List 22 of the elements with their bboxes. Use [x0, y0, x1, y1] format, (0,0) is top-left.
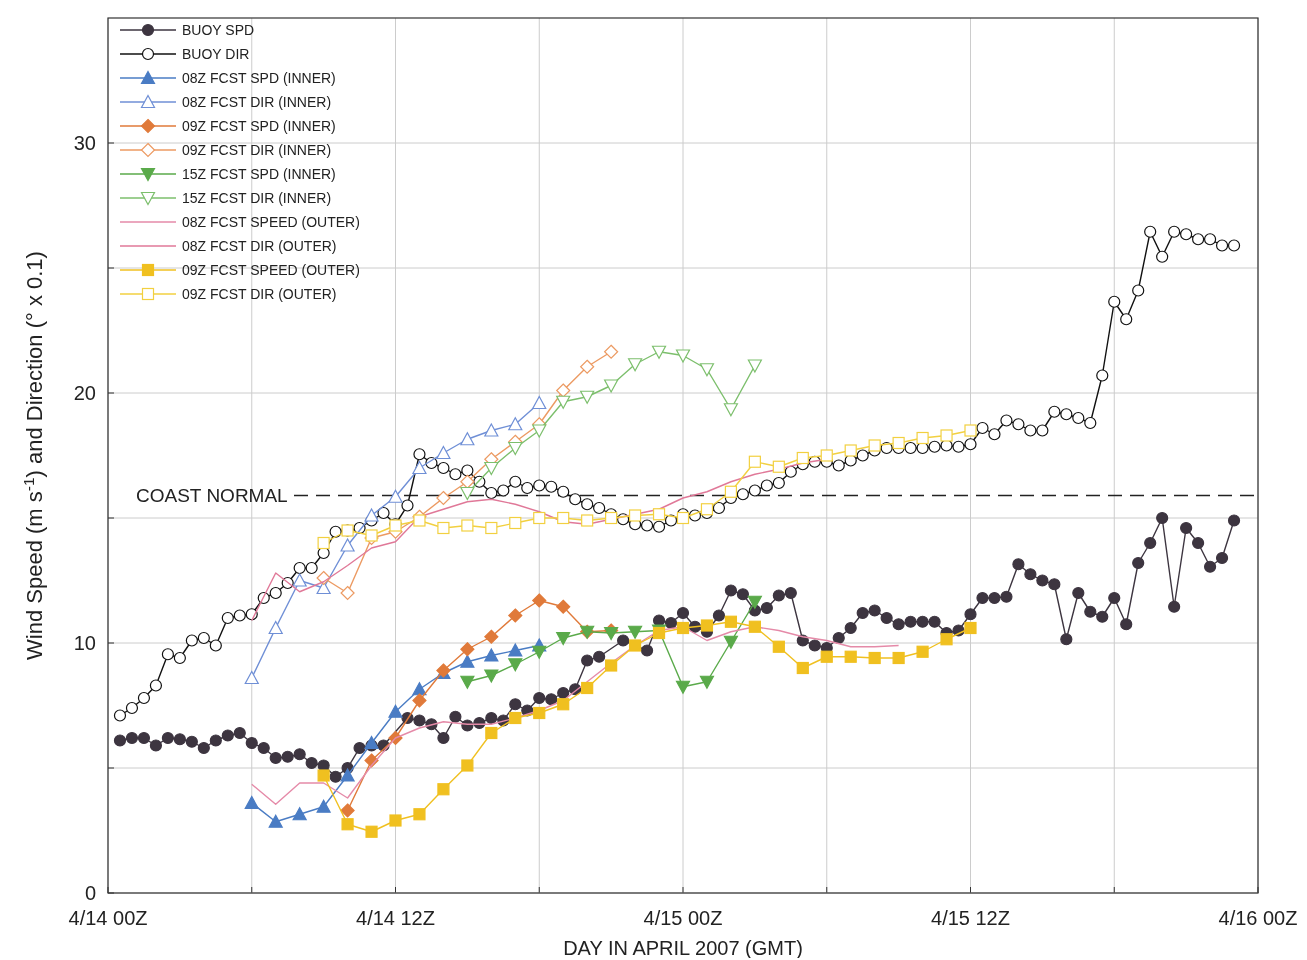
x-tick-label: 4/15 00Z: [643, 907, 723, 929]
legend-label: 09Z FCST SPD (INNER): [182, 118, 336, 134]
y-tick-label: 10: [73, 632, 96, 654]
y-tick-label: 30: [73, 132, 96, 154]
y-tick-label: 0: [84, 882, 96, 904]
legend-label: 08Z FCST SPD (INNER): [182, 70, 336, 86]
legend-label: 15Z FCST SPD (INNER): [182, 166, 336, 182]
x-tick-label: 4/16 00Z: [1218, 907, 1298, 929]
y-tick-label: 20: [73, 382, 96, 404]
ref-line-label: COAST NORMAL: [136, 484, 288, 506]
x-tick-label: 4/15 12Z: [931, 907, 1010, 929]
x-tick-label: 4/14 12Z: [356, 907, 435, 929]
legend-label: 08Z FCST DIR (OUTER): [182, 238, 337, 254]
legend-label: 09Z FCST SPEED (OUTER): [182, 262, 360, 278]
legend-label: 08Z FCST DIR (INNER): [182, 94, 332, 110]
legend-label: 09Z FCST DIR (OUTER): [182, 286, 337, 302]
legend-label: 15Z FCST DIR (INNER): [182, 190, 332, 206]
legend-label: BUOY SPD: [182, 22, 255, 38]
x-tick-label: 4/14 00Z: [68, 907, 148, 929]
legend-label: BUOY DIR: [182, 46, 250, 62]
legend-label: 09Z FCST DIR (INNER): [182, 142, 332, 158]
legend-label: 08Z FCST SPEED (OUTER): [182, 214, 360, 230]
